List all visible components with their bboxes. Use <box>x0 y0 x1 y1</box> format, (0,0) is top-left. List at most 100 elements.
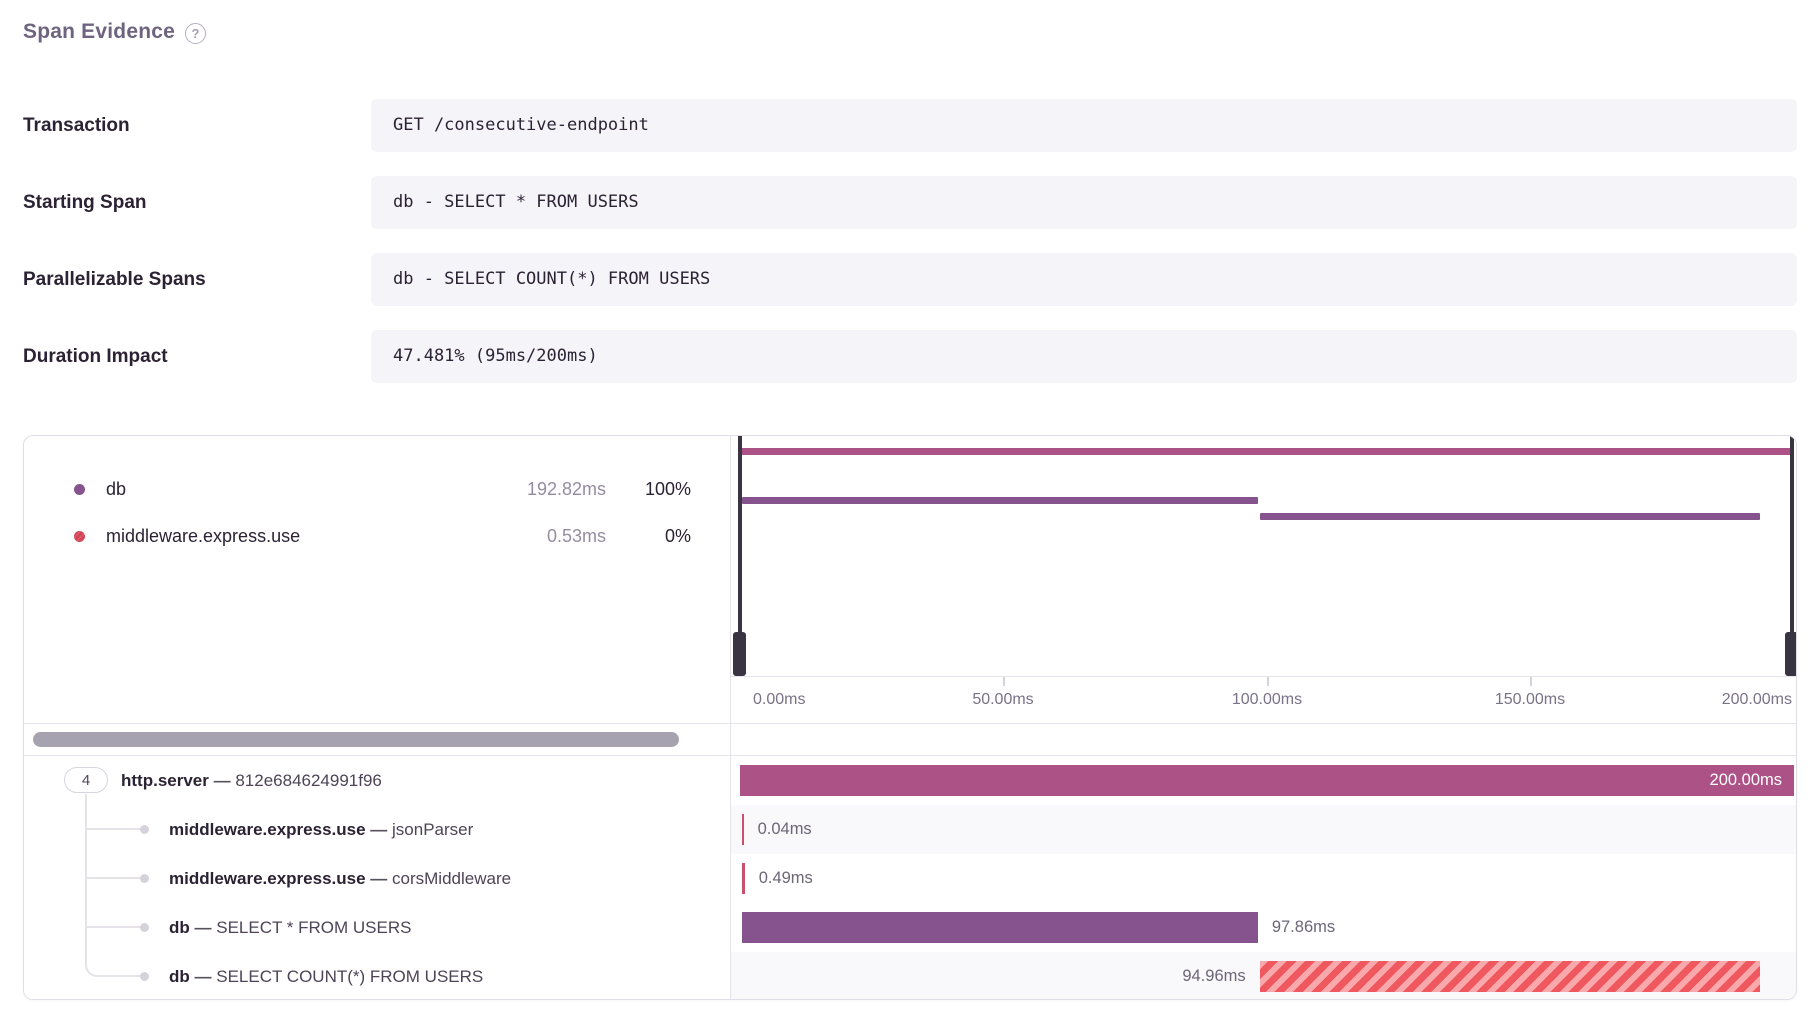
minimap-grip-right[interactable] <box>1785 632 1796 676</box>
span-op: db <box>169 967 190 986</box>
span-bar-corsmiddleware[interactable] <box>742 863 745 894</box>
span-title: http.server — 812e684624991f96 <box>121 756 382 805</box>
span-tree-row-jsonparser[interactable]: middleware.express.use — jsonParser 0.04… <box>24 805 1796 854</box>
span-tree-row-corsmiddleware[interactable]: middleware.express.use — corsMiddleware … <box>24 854 1796 903</box>
field-value-parallelizable-spans: db - SELECT COUNT(*) FROM USERS <box>371 253 1797 306</box>
span-row-left: middleware.express.use — jsonParser <box>24 805 730 854</box>
span-separator: — <box>213 771 231 790</box>
minimap-span-line-db1 <box>742 497 1258 504</box>
span-title: db — SELECT * FROM USERS <box>169 903 411 952</box>
legend-duration: 0.53ms <box>546 526 606 546</box>
duration-label: 0.49ms <box>758 869 813 887</box>
span-bar-db-count[interactable] <box>1259 961 1761 992</box>
field-value-duration-impact: 47.481% (95ms/200ms) <box>371 330 1797 383</box>
field-value-starting-span: db - SELECT * FROM USERS <box>371 176 1797 229</box>
field-row-starting-span: Starting Span db - SELECT * FROM USERS <box>23 176 1797 229</box>
legend-name: db <box>106 479 127 499</box>
legend-dot-db <box>74 484 85 495</box>
trace-minimap[interactable] <box>731 436 1796 676</box>
span-count-badge[interactable]: 4 <box>64 767 108 793</box>
duration-label: 0.04ms <box>757 820 812 838</box>
axis-tick <box>1530 677 1532 686</box>
axis-label: 100.00ms <box>1231 691 1303 708</box>
span-separator: — <box>194 918 212 937</box>
span-desc: corsMiddleware <box>392 869 512 888</box>
minimap-span-line-db2 <box>1259 513 1761 520</box>
minimap-span-line-http <box>740 448 1794 455</box>
tree-connector <box>85 828 143 830</box>
span-bar-http-server[interactable]: 200.00ms <box>740 765 1794 796</box>
span-op: db <box>169 918 190 937</box>
span-tree-row-db-select[interactable]: db — SELECT * FROM USERS 97.86ms <box>24 903 1796 952</box>
span-separator: — <box>370 820 388 839</box>
span-op: middleware.express.use <box>169 869 366 888</box>
minimap-handle-left[interactable] <box>738 436 742 676</box>
field-row-parallelizable-spans: Parallelizable Spans db - SELECT COUNT(*… <box>23 253 1797 306</box>
legend-percent: 100% <box>644 479 691 499</box>
tree-connector <box>85 877 143 879</box>
tree-scrollbar-thumb[interactable] <box>33 732 679 747</box>
span-row-track: 200.00ms <box>731 756 1796 805</box>
field-label: Starting Span <box>23 191 147 213</box>
tree-connector <box>85 926 143 928</box>
duration-label: 97.86ms <box>1271 918 1336 936</box>
minimap-handle-right[interactable] <box>1790 436 1794 676</box>
legend-dot-middleware <box>74 531 85 542</box>
span-row-track: 0.04ms <box>731 805 1796 854</box>
span-title: middleware.express.use — corsMiddleware <box>169 854 511 903</box>
field-row-duration-impact: Duration Impact 47.481% (95ms/200ms) <box>23 330 1797 383</box>
legend-name: middleware.express.use <box>106 526 301 546</box>
span-op: http.server <box>121 771 209 790</box>
minimap-grip-left[interactable] <box>733 632 746 676</box>
duration-label: 200.00ms <box>1709 771 1782 789</box>
tree-connector-dot <box>140 923 149 932</box>
axis-tick <box>1267 677 1269 686</box>
field-label: Parallelizable Spans <box>23 268 206 290</box>
axis-label: 150.00ms <box>1494 691 1566 708</box>
span-desc: SELECT * FROM USERS <box>216 918 412 937</box>
span-row-left: middleware.express.use — corsMiddleware <box>24 854 730 903</box>
span-title: db — SELECT COUNT(*) FROM USERS <box>169 952 483 999</box>
span-row-track: 94.96ms <box>731 952 1796 999</box>
span-title: middleware.express.use — jsonParser <box>169 805 473 854</box>
legend-duration: 192.82ms <box>526 479 606 499</box>
span-row-track: 0.49ms <box>731 854 1796 903</box>
duration-label: 94.96ms <box>1182 967 1246 985</box>
span-row-left: db — SELECT COUNT(*) FROM USERS <box>24 952 730 999</box>
span-tree-row-db-count[interactable]: db — SELECT COUNT(*) FROM USERS 94.96ms <box>24 952 1796 999</box>
axis-label: 0.00ms <box>753 691 806 708</box>
tree-connector-dot <box>140 825 149 834</box>
span-op: middleware.express.use <box>169 820 366 839</box>
evidence-fields: Transaction GET /consecutive-endpoint St… <box>23 99 1797 407</box>
page-title: Span Evidence <box>23 20 175 43</box>
tree-connector <box>85 952 143 977</box>
field-value-transaction: GET /consecutive-endpoint <box>371 99 1797 152</box>
tree-connector-dot <box>140 874 149 883</box>
span-bar-jsonparser[interactable] <box>741 814 744 845</box>
tree-connector <box>85 794 87 805</box>
span-bar-db-select[interactable] <box>742 912 1258 943</box>
axis-label: 50.00ms <box>972 691 1034 708</box>
field-label: Duration Impact <box>23 345 168 367</box>
axis-tick <box>1003 677 1005 686</box>
section-header: Span Evidence ? <box>23 20 206 44</box>
span-desc: jsonParser <box>392 820 474 839</box>
legend-item-middleware: middleware.express.use 0.53ms 0% <box>74 513 691 560</box>
span-separator: — <box>194 967 212 986</box>
help-icon[interactable]: ? <box>185 22 206 44</box>
trace-panel: db 192.82ms 100% middleware.express.use … <box>23 435 1797 1000</box>
tree-connector-dot <box>140 972 149 981</box>
span-desc: 812e684624991f96 <box>235 771 382 790</box>
axis-label: 200.00ms <box>1721 691 1792 708</box>
span-row-left: 4 http.server — 812e684624991f96 <box>24 756 730 805</box>
field-row-transaction: Transaction GET /consecutive-endpoint <box>23 99 1797 152</box>
span-tree-row-http-server[interactable]: 4 http.server — 812e684624991f96 200.00m… <box>24 756 1796 805</box>
span-row-track: 97.86ms <box>731 903 1796 952</box>
pane-divider <box>730 436 731 999</box>
legend-item-db: db 192.82ms 100% <box>74 466 691 513</box>
time-axis: 0.00ms 50.00ms 100.00ms 150.00ms 200.00m… <box>731 676 1796 723</box>
ops-legend: db 192.82ms 100% middleware.express.use … <box>24 436 730 723</box>
span-row-left: db — SELECT * FROM USERS <box>24 903 730 952</box>
field-label: Transaction <box>23 114 130 136</box>
span-separator: — <box>370 869 388 888</box>
